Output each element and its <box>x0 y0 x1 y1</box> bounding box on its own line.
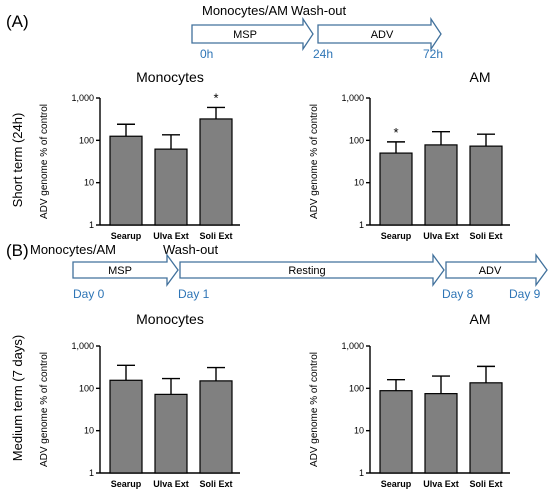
y-tick-label: 1,000 <box>341 341 364 351</box>
chart-a-am: AM ADV genome % of control 1 10 100 1,000 * Sea… <box>309 69 510 241</box>
panel-b-resting-arrow <box>179 253 445 287</box>
panel-b-time-day9: Day 9 <box>509 287 541 301</box>
bar <box>109 379 143 474</box>
significance-marker: * <box>213 90 218 105</box>
bar <box>424 393 458 474</box>
category-label: Ulva Ext <box>153 479 189 489</box>
y-tick-label: 1 <box>89 468 94 478</box>
chart-title: Monocytes <box>136 311 204 327</box>
category-label: Soli Ext <box>469 231 502 241</box>
panel-b-label: (B) <box>6 241 29 260</box>
category-label: Ulva Ext <box>423 479 459 489</box>
panel-a-msp-label: MSP <box>233 29 257 41</box>
bar <box>109 135 143 226</box>
panel-b-adv-label: ADV <box>479 265 502 277</box>
y-axis-label: ADV genome % of control <box>309 104 320 219</box>
bar <box>469 382 503 474</box>
panel-a-washout-label: Wash-out <box>291 3 347 18</box>
panel-b-adv-arrow <box>445 253 548 287</box>
y-tick-label: 10 <box>354 178 364 188</box>
panel-b-time-day1: Day 1 <box>178 287 210 301</box>
panel-b-msp-arrow <box>72 253 179 287</box>
panel-a-adv-arrow <box>317 16 442 52</box>
bar <box>199 380 233 474</box>
bar <box>154 148 188 226</box>
bar <box>469 145 503 226</box>
y-tick-label: 10 <box>84 426 94 436</box>
panel-b-msp-label: MSP <box>108 265 132 277</box>
y-tick-label: 10 <box>354 426 364 436</box>
panel-a-time-24h: 24h <box>313 47 333 61</box>
bar <box>379 390 413 474</box>
chart-title: AM <box>470 69 491 85</box>
category-label: Searup <box>111 479 142 489</box>
bar <box>154 393 188 474</box>
panel-a-row-label: Short term (24h) <box>10 113 25 208</box>
y-tick-label: 10 <box>84 178 94 188</box>
panel-a-monocytes-am-label: Monocytes/AM <box>202 3 288 18</box>
chart-title: Monocytes <box>136 69 204 85</box>
chart-a-monocytes: Monocytes ADV genome % of control 1 10 100 1,… <box>39 69 240 241</box>
panel-b-monocytes-am-label: Monocytes/AM <box>30 242 116 257</box>
category-label: Searup <box>111 231 142 241</box>
panel-a-msp-arrow <box>191 16 314 52</box>
y-axis-label: ADV genome % of control <box>39 352 50 467</box>
category-label: Soli Ext <box>199 479 232 489</box>
chart-title: AM <box>470 311 491 327</box>
y-tick-label: 1 <box>359 468 364 478</box>
bar <box>199 118 233 226</box>
category-label: Ulva Ext <box>153 231 189 241</box>
y-axis-label: ADV genome % of control <box>39 104 50 219</box>
y-tick-label: 100 <box>349 383 364 393</box>
category-label: Soli Ext <box>469 479 502 489</box>
panel-a-label: (A) <box>6 12 29 31</box>
category-label: Searup <box>381 231 412 241</box>
y-tick-label: 1,000 <box>341 93 364 103</box>
y-tick-label: 100 <box>79 135 94 145</box>
panel-a-time-72h: 72h <box>423 47 443 61</box>
y-tick-label: 1,000 <box>71 93 94 103</box>
panel-a-adv-label: ADV <box>371 29 394 41</box>
y-axis-label: ADV genome % of control <box>309 352 320 467</box>
y-tick-label: 1 <box>89 220 94 230</box>
y-tick-label: 100 <box>79 383 94 393</box>
panel-b-time-day8: Day 8 <box>442 287 474 301</box>
y-tick-label: 1,000 <box>71 341 94 351</box>
panel-a-time-0h: 0h <box>200 47 213 61</box>
y-tick-label: 100 <box>349 135 364 145</box>
bar <box>424 144 458 226</box>
category-label: Soli Ext <box>199 231 232 241</box>
panel-b-row-label: Medium term (7 days) <box>10 335 25 461</box>
chart-b-am: AM ADV genome % of control 1 10 100 1,000 Sear… <box>309 311 510 489</box>
bar <box>379 152 413 226</box>
y-tick-label: 1 <box>359 220 364 230</box>
panel-b-washout-label: Wash-out <box>163 242 219 257</box>
chart-b-monocytes: Monocytes ADV genome % of control 1 10 100 1,… <box>39 311 240 489</box>
category-label: Searup <box>381 479 412 489</box>
panel-b-resting-label: Resting <box>288 265 325 277</box>
panel-b-time-day0: Day 0 <box>73 287 105 301</box>
category-label: Ulva Ext <box>423 231 459 241</box>
significance-marker: * <box>393 125 398 140</box>
